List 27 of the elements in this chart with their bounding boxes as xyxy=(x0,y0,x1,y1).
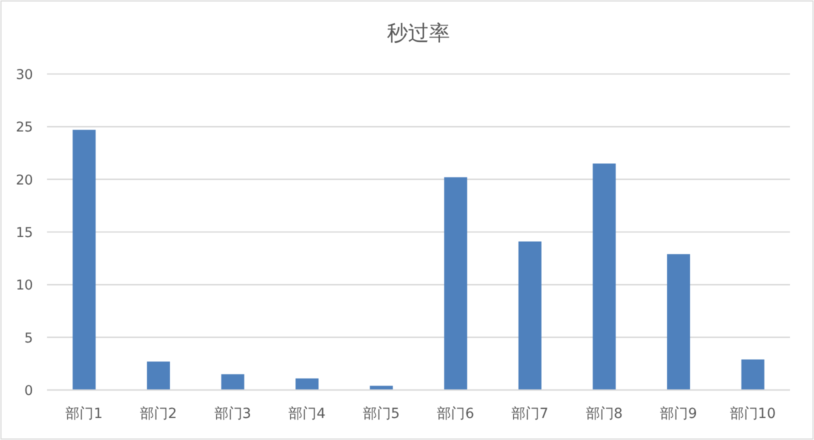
x-tick-label: 部门8 xyxy=(586,406,623,422)
bar xyxy=(741,359,764,390)
bar xyxy=(296,378,319,390)
x-tick-label: 部门9 xyxy=(660,406,698,422)
bar xyxy=(444,177,468,390)
chart-title: 秒过率 xyxy=(387,21,450,45)
bar xyxy=(221,374,244,390)
x-tick-label: 部门5 xyxy=(362,406,400,422)
x-tick-label: 部门10 xyxy=(730,406,776,422)
x-tick-label: 部门1 xyxy=(66,406,103,422)
y-tick-label: 10 xyxy=(16,278,33,294)
bar xyxy=(146,362,170,390)
bar xyxy=(592,164,616,390)
bar xyxy=(667,254,690,390)
bar xyxy=(72,130,96,390)
y-tick-label: 25 xyxy=(16,120,33,136)
y-tick-label: 0 xyxy=(24,383,33,399)
y-tick-label: 15 xyxy=(16,225,33,241)
x-tick-label: 部门7 xyxy=(511,406,548,422)
x-tick-label: 部门3 xyxy=(214,406,252,422)
x-tick-label: 部门6 xyxy=(437,406,474,422)
x-tick-label: 部门2 xyxy=(140,406,177,422)
y-tick-label: 20 xyxy=(16,172,33,188)
x-tick-label: 部门4 xyxy=(288,406,326,422)
y-tick-label: 30 xyxy=(16,67,33,83)
bar xyxy=(518,241,542,390)
y-tick-label: 5 xyxy=(24,330,33,346)
